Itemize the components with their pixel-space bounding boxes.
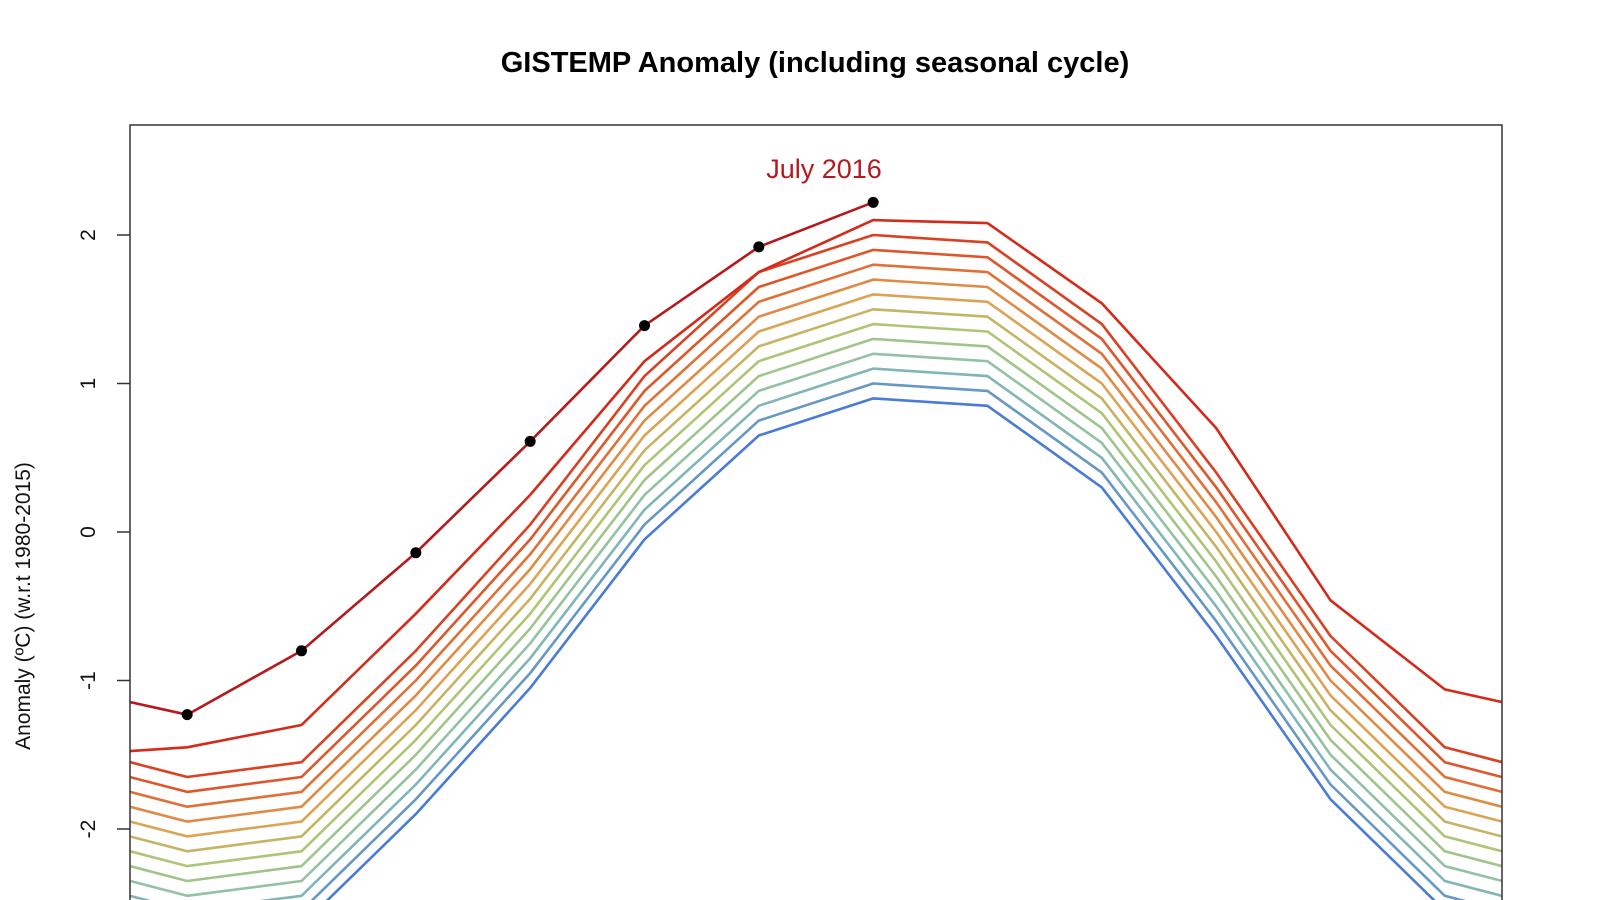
series-line-3 — [130, 352, 1502, 898]
plot-frame — [129, 124, 1503, 900]
series-line-5 — [130, 322, 1502, 868]
y-tick-label: -2 — [77, 820, 100, 839]
series-line-4 — [130, 337, 1502, 883]
series-line-2 — [130, 367, 1502, 900]
chart-title: GISTEMP Anomaly (including seasonal cycl… — [501, 47, 1130, 79]
series-line-8 — [130, 278, 1502, 823]
series-line-10 — [130, 248, 1502, 794]
series-line-6 — [130, 307, 1502, 853]
annotation-july-2016: July 2016 — [766, 154, 882, 184]
series-line-12 — [130, 218, 1502, 753]
y-axis-label: Anomaly (ºC) (w.r.t 1980-2015) — [12, 462, 35, 750]
y-axis: -2 -1 0 1 2 — [77, 229, 130, 838]
series-line-9 — [130, 263, 1502, 809]
y-tick-label: -1 — [77, 671, 100, 690]
highlight-point-4 — [524, 435, 536, 447]
y-tick-label: 1 — [77, 378, 100, 390]
y-tick-label: 2 — [77, 229, 100, 241]
highlight-point-2 — [296, 645, 307, 657]
series-line-11 — [130, 233, 1502, 779]
highlight-point-3 — [410, 547, 422, 559]
series-line-1 — [310, 382, 1467, 900]
y-tick-label: 0 — [77, 526, 100, 538]
series-line-0 — [325, 397, 1436, 900]
highlight-point-6 — [753, 241, 765, 253]
highlight-point-5 — [639, 320, 650, 332]
highlight-point-7 — [867, 196, 879, 208]
series-line-7 — [130, 293, 1502, 838]
highlight-line-2016 — [130, 201, 874, 717]
highlight-point-1 — [181, 709, 193, 721]
series-lines — [130, 196, 1502, 900]
